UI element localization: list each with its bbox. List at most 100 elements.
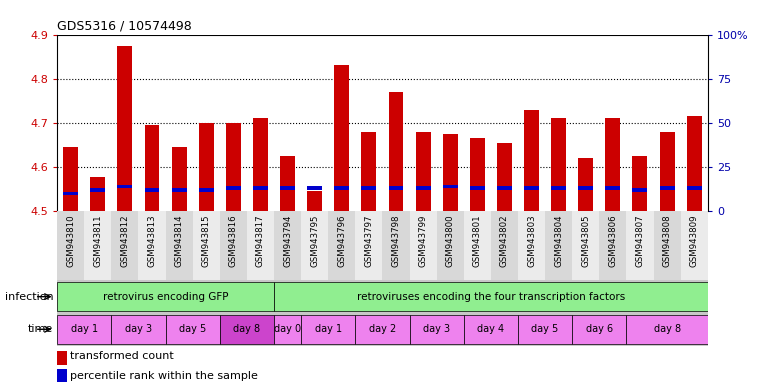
Bar [572, 314, 626, 344]
Bar [91, 188, 105, 192]
Text: day 1: day 1 [71, 324, 97, 334]
Text: time: time [28, 324, 53, 334]
Bar [274, 314, 301, 344]
Text: day 8: day 8 [654, 324, 680, 334]
Bar [117, 185, 132, 188]
Bar [301, 314, 355, 344]
Text: GSM943807: GSM943807 [635, 215, 645, 267]
Text: GSM943796: GSM943796 [337, 215, 346, 267]
Bar [437, 211, 463, 280]
Bar [199, 123, 214, 211]
Text: GSM943803: GSM943803 [527, 215, 536, 267]
Bar [274, 211, 301, 280]
Bar [389, 92, 403, 211]
Text: GSM943798: GSM943798 [391, 215, 400, 267]
Bar [578, 187, 593, 190]
Bar [307, 191, 322, 211]
Bar [274, 282, 708, 311]
Bar [355, 211, 383, 280]
Bar [409, 314, 463, 344]
Bar [686, 116, 702, 211]
Bar [551, 118, 566, 211]
Bar [382, 211, 409, 280]
Bar [497, 187, 512, 190]
Bar [686, 187, 702, 190]
Text: GSM943801: GSM943801 [473, 215, 482, 267]
Bar [57, 351, 67, 365]
Text: day 5: day 5 [531, 324, 559, 334]
Bar [551, 187, 566, 190]
Bar [660, 132, 674, 211]
Bar [443, 185, 457, 188]
Text: GSM943806: GSM943806 [608, 215, 617, 267]
Text: retroviruses encoding the four transcription factors: retroviruses encoding the four transcrip… [357, 291, 625, 302]
Bar [307, 187, 322, 190]
Text: infection: infection [5, 291, 53, 302]
Text: GSM943800: GSM943800 [446, 215, 454, 267]
Bar [470, 138, 485, 211]
Text: percentile rank within the sample: percentile rank within the sample [70, 371, 258, 381]
Text: GSM943817: GSM943817 [256, 215, 265, 267]
Bar [226, 187, 240, 190]
Bar [280, 187, 295, 190]
Text: day 2: day 2 [369, 324, 396, 334]
Text: day 0: day 0 [274, 324, 301, 334]
Bar [654, 211, 680, 280]
Bar [389, 187, 403, 190]
Bar [545, 211, 572, 280]
Bar [355, 314, 409, 344]
Bar [220, 314, 274, 344]
Bar [470, 187, 485, 190]
Bar [572, 211, 600, 280]
Bar [660, 187, 674, 190]
Text: day 3: day 3 [125, 324, 152, 334]
Bar [193, 211, 220, 280]
Text: GSM943816: GSM943816 [229, 215, 237, 267]
Bar [680, 211, 708, 280]
Bar [416, 187, 431, 190]
Text: GSM943805: GSM943805 [581, 215, 591, 267]
Bar [280, 156, 295, 211]
Bar [463, 211, 491, 280]
Bar [334, 187, 349, 190]
Bar [63, 192, 78, 195]
Bar [139, 211, 166, 280]
Bar [226, 123, 240, 211]
Bar [599, 211, 626, 280]
Bar [606, 187, 620, 190]
Bar [328, 211, 355, 280]
Bar [443, 134, 457, 211]
Text: GSM943794: GSM943794 [283, 215, 292, 267]
Bar [111, 211, 139, 280]
Bar [253, 187, 268, 190]
Bar [145, 188, 159, 192]
Bar [165, 314, 220, 344]
Bar [463, 314, 518, 344]
Bar [626, 211, 654, 280]
Bar [57, 369, 67, 382]
Text: GSM943804: GSM943804 [554, 215, 563, 267]
Bar [57, 282, 274, 311]
Bar [497, 143, 512, 211]
Text: GSM943811: GSM943811 [94, 215, 102, 267]
Bar [361, 132, 376, 211]
Bar [524, 187, 539, 190]
Bar [165, 211, 193, 280]
Bar [84, 211, 111, 280]
Text: day 3: day 3 [423, 324, 451, 334]
Bar [91, 177, 105, 211]
Text: GSM943795: GSM943795 [310, 215, 319, 267]
Text: GSM943799: GSM943799 [419, 215, 428, 267]
Text: day 5: day 5 [179, 324, 206, 334]
Bar [57, 211, 84, 280]
Bar [172, 147, 186, 211]
Text: GSM943808: GSM943808 [663, 215, 671, 267]
Text: GSM943802: GSM943802 [500, 215, 509, 267]
Bar [301, 211, 328, 280]
Bar [220, 211, 247, 280]
Text: GSM943815: GSM943815 [202, 215, 211, 267]
Bar [57, 314, 111, 344]
Text: day 6: day 6 [586, 324, 613, 334]
Bar [111, 314, 165, 344]
Text: day 8: day 8 [234, 324, 260, 334]
